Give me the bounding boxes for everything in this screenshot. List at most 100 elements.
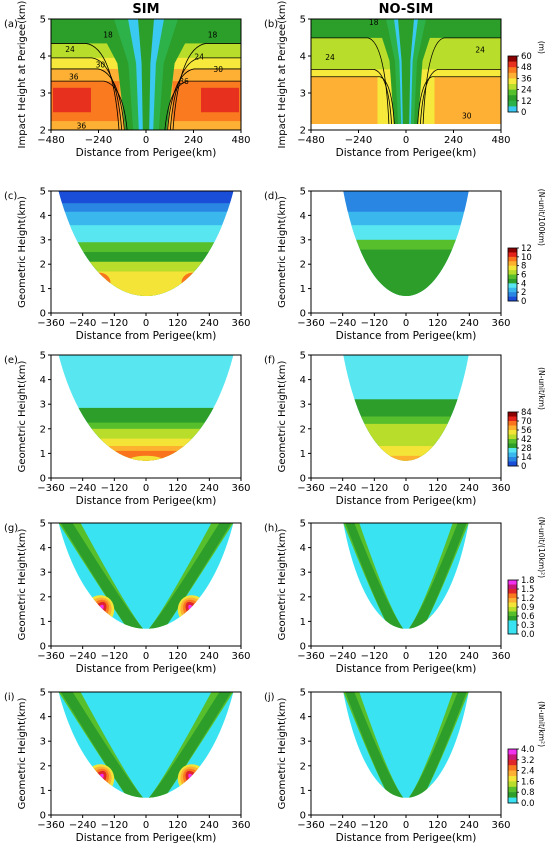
- colorbar-swatch: [508, 602, 517, 608]
- panel-label: (b): [264, 19, 278, 30]
- panel-label: (i): [4, 692, 15, 703]
- y-tick-label: 0: [40, 811, 46, 822]
- y-tick-label: 2: [300, 126, 306, 137]
- contour-line: [311, 76, 395, 125]
- x-tick-label: −360: [297, 318, 324, 329]
- x-tick-label: −120: [101, 651, 128, 662]
- y-tick-label: 0: [300, 811, 306, 822]
- heatmap-fill: [58, 692, 234, 798]
- y-tick-label: 1: [300, 449, 306, 460]
- colorbar-tick-label: 0: [521, 108, 526, 118]
- colorbar-tick-label: 1.2: [521, 594, 535, 604]
- colorbar-tick-label: 10: [521, 253, 532, 263]
- colorbar-swatch: [508, 72, 517, 79]
- panel-h: −360 −240 −120 0 120 240 360 0 1 2 3 4 5 Distance fro…: [264, 519, 511, 676]
- colorbar-row-4: 4.03.22.41.60.80.0 (N-unit/km²): [507, 701, 546, 809]
- funnel-centre-line: [398, 19, 414, 124]
- colorbar-swatch: [508, 625, 517, 630]
- colorbar-swatch: [508, 765, 517, 771]
- x-tick-label: 240: [460, 820, 479, 831]
- x-tick-label: −120: [361, 483, 388, 494]
- colorbar-tick-label: 0.6: [521, 612, 535, 622]
- y-tick-label: 3: [40, 89, 46, 100]
- colorbar-swatch: [508, 265, 517, 271]
- x-tick-label: 120: [168, 483, 187, 494]
- x-axis-label: Distance from Perigee(km): [76, 832, 217, 844]
- contour-label: 24: [325, 53, 335, 62]
- y-tick-label: 4: [300, 211, 306, 222]
- x-tick-label: 360: [491, 820, 510, 831]
- colorbar-swatch: [508, 283, 517, 289]
- x-axis-label: Distance from Perigee(km): [336, 330, 477, 342]
- x-tick-label: 120: [428, 820, 447, 831]
- colorbar-swatch: [508, 598, 517, 603]
- y-tick-label: 5: [300, 351, 306, 362]
- contour-label: 24: [194, 53, 204, 62]
- y-axis-label: Geometric Height(km): [277, 529, 288, 641]
- heatmap-fill: [58, 523, 234, 629]
- panel-label: (e): [4, 355, 18, 366]
- colorbar-frame: [507, 55, 518, 113]
- x-tick-label: −240: [329, 483, 356, 494]
- band: [58, 191, 234, 204]
- colorbar-swatch: [508, 584, 517, 590]
- colorbar-swatch: [508, 457, 517, 462]
- contour-label: 18: [208, 31, 218, 40]
- hotspot: [368, 617, 379, 629]
- y-tick-label: 2: [300, 260, 306, 271]
- colorbar-swatch: [508, 261, 517, 266]
- colorbar-tick-label: 70: [521, 417, 532, 427]
- x-tick-label: 480: [231, 135, 250, 146]
- colorbar-swatch: [508, 611, 517, 617]
- x-tick-label: 120: [168, 820, 187, 831]
- x-tick-label: −360: [37, 318, 64, 329]
- contour-line: [164, 80, 241, 130]
- y-tick-label: 4: [40, 52, 46, 63]
- band: [311, 298, 501, 313]
- x-tick-label: 0: [403, 483, 409, 494]
- x-axis-label: Distance from Perigee(km): [336, 663, 477, 675]
- contour-line: [422, 37, 501, 125]
- contour-label: 36: [69, 73, 79, 82]
- hotspot: [93, 773, 104, 788]
- x-tick-label: 240: [460, 651, 479, 662]
- colorbar-swatch: [508, 56, 517, 62]
- y-tick-label: 2: [300, 424, 306, 435]
- x-tick-label: 360: [231, 651, 250, 662]
- y-tick-label: 4: [40, 543, 46, 554]
- x-tick-label: 120: [428, 483, 447, 494]
- hotspot: [93, 604, 104, 619]
- colorbar-tick-label: 0: [521, 462, 526, 472]
- contour-line: [417, 76, 501, 125]
- x-tick-label: −360: [297, 651, 324, 662]
- hotspot: [188, 773, 199, 788]
- y-tick-label: 1: [300, 284, 306, 295]
- y-tick-label: 1: [40, 617, 46, 628]
- colorbar-tick-label: 0.8: [521, 788, 535, 798]
- y-tick-label: 3: [300, 737, 306, 748]
- band: [58, 271, 234, 296]
- colorbar-swatch: [508, 797, 517, 804]
- heatmap-fill: [58, 355, 234, 461]
- x-axis-label: Distance from Perigee(km): [336, 495, 477, 507]
- colorbar-swatch: [508, 95, 517, 102]
- colorbar-tick-label: 56: [521, 426, 532, 436]
- colorbar-swatch: [508, 430, 517, 435]
- colorbar-swatch: [508, 67, 517, 74]
- colorbar-swatch: [508, 607, 517, 612]
- y-tick-label: 0: [40, 642, 46, 653]
- funnel-centre-line: [138, 19, 154, 130]
- x-tick-label: 360: [491, 651, 510, 662]
- x-tick-label: −480: [297, 135, 324, 146]
- y-tick-label: 1: [40, 786, 46, 797]
- x-tick-label: 120: [428, 318, 447, 329]
- hotspot: [181, 272, 206, 293]
- colorbar-tick-label: 84: [521, 408, 532, 418]
- band: [434, 76, 501, 124]
- panel-i: −360 −240 −120 0 120 240 360 0 1 2 3 4 5 Distance fro…: [4, 688, 251, 845]
- x-axis-label: Distance from Perigee(km): [336, 832, 477, 844]
- colorbar-swatch: [508, 620, 517, 626]
- band: [311, 76, 378, 124]
